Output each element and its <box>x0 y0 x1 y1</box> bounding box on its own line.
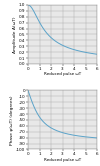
X-axis label: Reduced pulse ωT: Reduced pulse ωT <box>44 72 81 76</box>
Y-axis label: Amplitude A(ωT): Amplitude A(ωT) <box>13 16 17 53</box>
Y-axis label: Phase φ(ωT) (degrees): Phase φ(ωT) (degrees) <box>10 95 14 145</box>
X-axis label: Reduced pulse ωT: Reduced pulse ωT <box>44 158 81 162</box>
